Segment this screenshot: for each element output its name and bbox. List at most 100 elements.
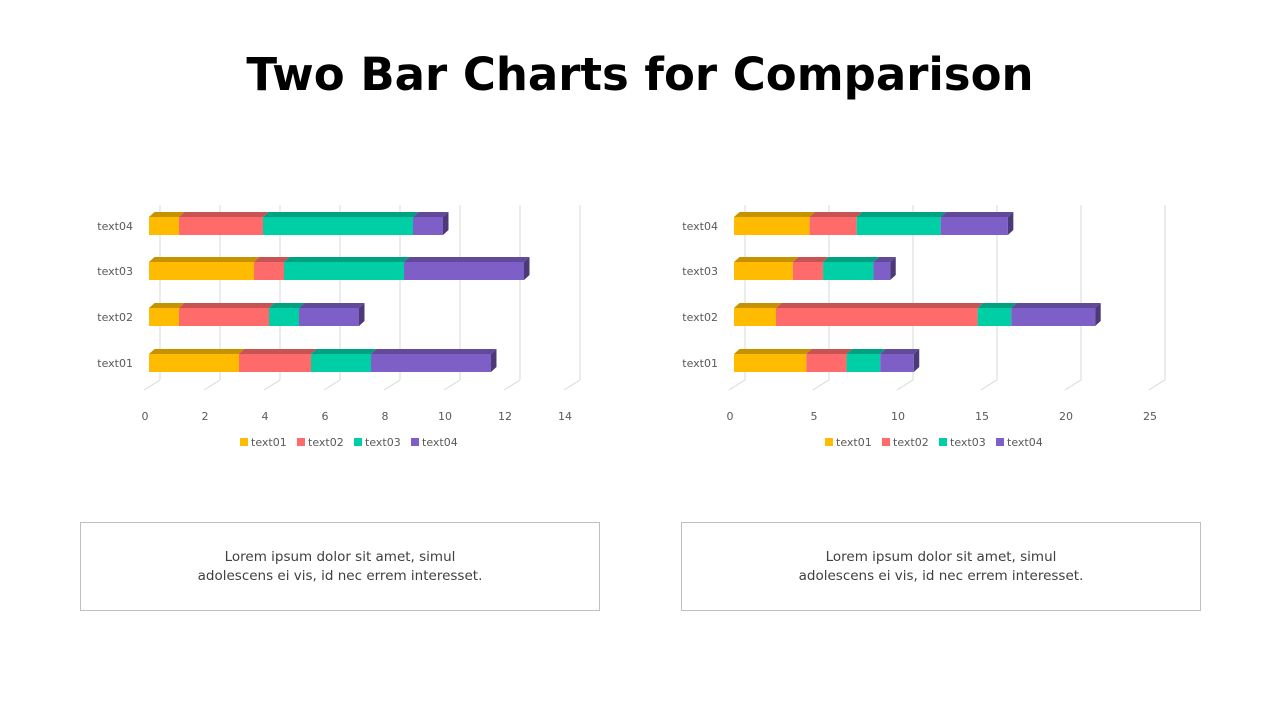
bar-text01-text02 xyxy=(239,354,311,372)
legend-swatch-text01 xyxy=(240,438,248,446)
bar-text04-text03 xyxy=(263,217,413,235)
bar-text01-text04 xyxy=(880,354,914,372)
bar-top-text02 xyxy=(254,257,290,262)
x-tick-label: 10 xyxy=(891,410,905,423)
legend-label: text02 xyxy=(308,436,344,449)
gridline-floor xyxy=(143,379,161,391)
x-tick-label: 0 xyxy=(727,410,734,423)
bar-top-text02 xyxy=(179,303,275,308)
bar-text03-text01 xyxy=(149,262,254,280)
bar-top-text01 xyxy=(149,257,260,262)
y-tick-label: text01 xyxy=(682,357,718,370)
bar-top-text03 xyxy=(856,212,947,217)
bar-text04-text01 xyxy=(149,217,179,235)
legend-label: text01 xyxy=(836,436,872,449)
bar-top-text02 xyxy=(806,349,853,354)
bar-top-text03 xyxy=(977,303,1017,308)
bar-top-text02 xyxy=(776,303,984,308)
bar-top-text01 xyxy=(734,212,816,217)
bar-text02-text03 xyxy=(269,308,299,326)
bar-text02-text01 xyxy=(734,308,776,326)
gridline-floor xyxy=(503,379,521,391)
gridline-floor xyxy=(263,379,281,391)
x-tick-label: 10 xyxy=(438,410,452,423)
bar-side-text04 xyxy=(890,257,896,280)
bar-text02-text02 xyxy=(776,308,978,326)
x-tick-label: 0 xyxy=(142,410,149,423)
y-tick-label: text01 xyxy=(97,357,133,370)
bar-chart-right: 0 5 10 15 20 25 text01 text02 text03 text04 text01… xyxy=(682,205,1166,449)
legend-label: text03 xyxy=(365,436,401,449)
bar-text02-text03 xyxy=(977,308,1012,326)
bar-top-text04 xyxy=(940,212,1014,217)
gridline-floor xyxy=(896,379,914,391)
bar-top-text02 xyxy=(792,257,829,262)
bar-text01-text04 xyxy=(371,354,491,372)
bar-text01-text03 xyxy=(311,354,371,372)
bar-text03-text02 xyxy=(792,262,824,280)
legend-swatch-text02 xyxy=(297,438,305,446)
bar-top-text03 xyxy=(311,349,377,354)
legend-swatch-text04 xyxy=(411,438,419,446)
y-tick-label: text02 xyxy=(97,311,133,324)
bar-side-text04 xyxy=(524,257,530,280)
bar-text04-text04 xyxy=(940,217,1008,235)
bar-text04-text02 xyxy=(809,217,857,235)
caption-line: adolescens ei vis, id nec errem interess… xyxy=(197,567,483,584)
x-tick-label: 12 xyxy=(498,410,512,423)
legend-label: text02 xyxy=(893,436,929,449)
legend-swatch-text03 xyxy=(939,438,947,446)
x-tick-label: 15 xyxy=(975,410,989,423)
page-title: Two Bar Charts for Comparison xyxy=(246,48,1034,101)
bar-top-text02 xyxy=(179,212,269,217)
bar-top-text02 xyxy=(239,349,317,354)
x-tick-label: 8 xyxy=(382,410,389,423)
bar-text03-text03 xyxy=(823,262,874,280)
bar-side-text04 xyxy=(913,349,920,372)
gridline-floor xyxy=(203,379,221,391)
bar-top-text02 xyxy=(809,212,863,217)
legend-swatch-text03 xyxy=(354,438,362,446)
legend-swatch-text01 xyxy=(825,438,833,446)
gridline-floor xyxy=(443,379,461,391)
gridline-floor xyxy=(323,379,341,391)
bar-top-text04 xyxy=(404,257,530,262)
bar-text01-text01 xyxy=(734,354,807,372)
bar-top-text04 xyxy=(371,349,497,354)
bar-text02-text02 xyxy=(179,308,269,326)
caption-line: Lorem ipsum dolor sit amet, simul xyxy=(224,548,456,565)
bar-text01-text01 xyxy=(149,354,239,372)
legend-label: text01 xyxy=(251,436,287,449)
caption-line: adolescens ei vis, id nec errem interess… xyxy=(798,567,1084,584)
legend-label: text04 xyxy=(422,436,458,449)
x-tick-label: 4 xyxy=(262,410,269,423)
caption-box-left: Lorem ipsum dolor sit amet, simul adolesc… xyxy=(80,522,600,611)
bar-side-text04 xyxy=(359,303,365,326)
y-tick-label: text03 xyxy=(682,265,718,278)
bar-text01-text02 xyxy=(806,354,847,372)
bar-top-text04 xyxy=(1011,303,1101,308)
bar-text04-text03 xyxy=(856,217,941,235)
bar-top-text01 xyxy=(734,303,782,308)
caption-box-right: Lorem ipsum dolor sit amet, simul adolesc… xyxy=(681,522,1201,611)
bar-text03-text01 xyxy=(734,262,793,280)
bar-top-text01 xyxy=(149,212,185,217)
bar-text03-text02 xyxy=(254,262,284,280)
x-tick-label: 25 xyxy=(1143,410,1157,423)
bar-top-text01 xyxy=(734,257,799,262)
bar-side-text04 xyxy=(1095,303,1101,326)
bar-text02-text04 xyxy=(1011,308,1096,326)
gridline-floor xyxy=(980,379,998,391)
bar-text04-text04 xyxy=(413,217,443,235)
gridline-floor xyxy=(812,379,830,391)
legend-label: text04 xyxy=(1007,436,1043,449)
bar-text02-text01 xyxy=(149,308,179,326)
bar-top-text01 xyxy=(149,303,185,308)
bar-top-text03 xyxy=(263,212,419,217)
bar-top-text04 xyxy=(873,257,896,262)
bar-top-text04 xyxy=(413,212,449,217)
bar-top-text03 xyxy=(823,257,879,262)
gridline-floor xyxy=(1148,379,1166,391)
bar-text03-text04 xyxy=(404,262,524,280)
gridline-floor xyxy=(383,379,401,391)
